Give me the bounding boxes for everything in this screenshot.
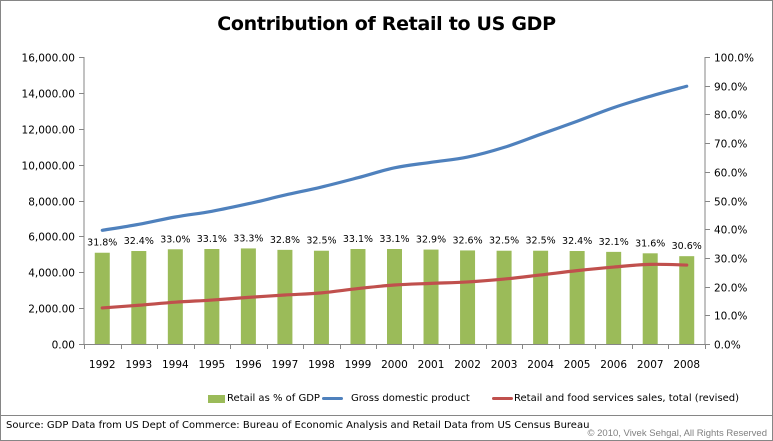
right-axis-tick-label: 10.0% [714, 311, 747, 323]
bar-retail-pct-1998 [313, 250, 329, 344]
bar-data-label: 32.5% [489, 236, 519, 247]
x-axis-tick-label: 1993 [125, 359, 152, 371]
bar-data-label: 32.4% [562, 236, 592, 247]
x-axis-tick-label: 2004 [527, 359, 554, 371]
left-axis-tick-label: 4,000.00 [28, 268, 75, 280]
copyright-notice: © 2010, Vivek Sehgal, All Rights Reserve… [587, 428, 767, 439]
legend-item-gdp: Gross domestic product [322, 393, 470, 404]
right-axis-tick-label: 70.0% [714, 139, 747, 151]
legend-swatch-bar [208, 394, 225, 403]
right-axis-tick-label: 50.0% [714, 197, 747, 209]
bar-data-label: 32.8% [270, 235, 300, 246]
x-axis-tick-label: 2000 [381, 359, 408, 371]
bar-retail-pct-2001 [423, 249, 439, 344]
bar-data-label: 33.1% [343, 234, 373, 245]
bar-retail-pct-2003 [496, 250, 512, 344]
bar-retail-pct-2007 [642, 253, 658, 344]
legend-item-retail-sales: Retail and food services sales, total (r… [492, 393, 739, 404]
legend-swatch-line [322, 397, 343, 400]
left-axis-tick-label: 10,000.00 [22, 161, 75, 173]
bar-retail-pct-1992 [94, 252, 110, 344]
legend: Retail as % of GDP Gross domestic produc… [0, 393, 773, 407]
legend-label: Gross domestic product [351, 393, 470, 404]
x-axis-tick-label: 2001 [418, 359, 445, 371]
left-axis-tick-label: 6,000.00 [28, 232, 75, 244]
legend-label: Retail as % of GDP [227, 393, 320, 404]
bar-data-label: 32.5% [306, 236, 336, 247]
x-axis-tick-label: 1995 [198, 359, 225, 371]
bar-data-label: 32.9% [416, 235, 446, 246]
x-axis-tick-label: 1998 [308, 359, 335, 371]
bar-retail-pct-1995 [204, 249, 220, 344]
x-axis-tick-label: 2003 [491, 359, 518, 371]
x-axis-tick-label: 2002 [454, 359, 481, 371]
x-axis-tick-label: 1994 [162, 359, 189, 371]
legend-swatch-line [492, 397, 513, 400]
bar-data-label: 32.4% [124, 236, 154, 247]
left-axis-tick-label: 16,000.00 [22, 53, 75, 65]
bar-data-label: 32.6% [452, 235, 482, 246]
bar-data-labels: 31.8% 32.4% 33.0% 33.1% 33.3% 32.8% 32.5% 33.1%… [87, 233, 702, 252]
axes: 0.00 2,000.00 4,000.00 6,000.00 8,000.00 10,0… [22, 53, 755, 372]
bar-retail-pct-2002 [460, 250, 476, 344]
right-axis-tick-label: 90.0% [714, 82, 747, 94]
line-series [100, 84, 689, 310]
bar-retail-pct-2004 [533, 250, 549, 344]
bar-retail-pct-1997 [277, 249, 293, 344]
bar-retail-pct-1994 [167, 249, 183, 344]
legend-item-retail-pct: Retail as % of GDP [208, 393, 320, 404]
bar-data-label: 33.0% [160, 234, 190, 245]
bar-data-label: 30.6% [672, 241, 702, 252]
bar-retail-pct-1993 [131, 251, 147, 344]
legend-label: Retail and food services sales, total (r… [514, 393, 740, 404]
bar-retail-pct-2000 [387, 249, 402, 344]
bar-data-label: 31.6% [635, 238, 665, 249]
source-note: Source: GDP Data from US Dept of Commerc… [6, 420, 590, 431]
chart-title: Contribution of Retail to US GDP [217, 13, 556, 35]
x-axis-tick-label: 1999 [345, 359, 372, 371]
right-axis-tick-label: 80.0% [714, 110, 747, 122]
right-axis-tick-label: 20.0% [714, 283, 747, 295]
x-axis-tick-label: 1997 [272, 359, 299, 371]
bar-series [94, 248, 695, 344]
bar-retail-pct-2008 [679, 256, 695, 344]
bar-data-label: 33.1% [197, 234, 227, 245]
line-gross-domestic-product [100, 84, 689, 232]
x-axis-tick-label: 2007 [637, 359, 664, 371]
bar-data-label: 33.3% [233, 233, 263, 244]
x-axis-tick-label: 1996 [235, 359, 262, 371]
bar-data-label: 32.5% [526, 236, 556, 247]
left-axis-tick-label: 0.00 [52, 340, 75, 352]
left-axis-tick-label: 14,000.00 [22, 89, 75, 101]
bar-data-label: 32.1% [599, 237, 629, 248]
x-axis-tick-label: 2006 [600, 359, 627, 371]
bar-retail-pct-2005 [569, 251, 585, 344]
right-axis-tick-label: 30.0% [714, 254, 747, 266]
right-axis-tick-label: 40.0% [714, 225, 747, 237]
right-axis-tick-label: 0.0% [714, 340, 741, 352]
right-axis-tick-label: 100.0% [714, 53, 754, 65]
left-axis-tick-label: 8,000.00 [28, 197, 75, 209]
bar-data-label: 33.1% [379, 234, 409, 245]
x-axis-tick-label: 1992 [89, 359, 116, 371]
bar-retail-pct-2006 [606, 251, 622, 344]
x-axis-tick-label: 2005 [564, 359, 591, 371]
x-axis-tick-label: 2008 [673, 359, 700, 371]
bar-data-label: 31.8% [87, 238, 117, 249]
footer-divider [1, 415, 772, 416]
left-axis-tick-label: 2,000.00 [28, 304, 75, 316]
left-axis-tick-label: 12,000.00 [22, 125, 75, 137]
bar-retail-pct-1999 [350, 249, 366, 344]
right-axis-tick-label: 60.0% [714, 168, 747, 180]
